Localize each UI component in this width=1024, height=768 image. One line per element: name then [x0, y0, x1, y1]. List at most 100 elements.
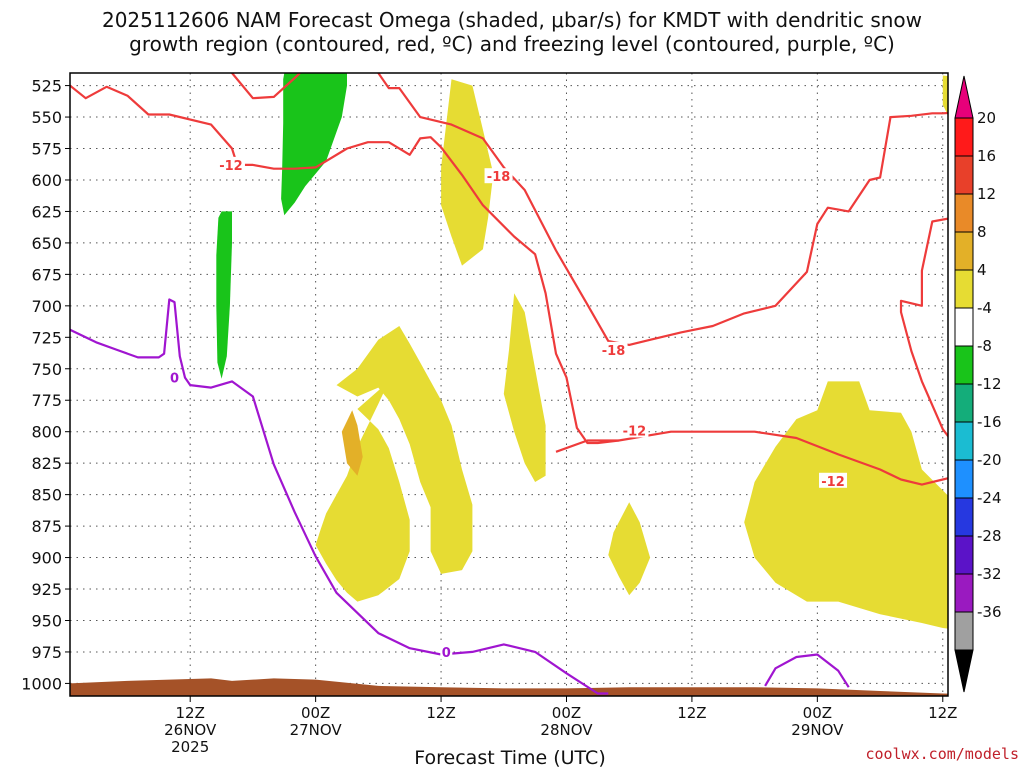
colorbar-label: -36 — [977, 603, 1002, 621]
omega-region — [281, 73, 347, 216]
colorbar-segment — [954, 117, 974, 157]
colorbar-segment — [954, 193, 974, 233]
contour-lines — [70, 73, 948, 695]
y-tick-label: 600 — [31, 171, 62, 190]
x-tick-label: 2025 — [171, 738, 209, 756]
colorbar-label: -12 — [977, 375, 1002, 393]
contour-label: -18 — [602, 344, 626, 359]
omega-region — [216, 211, 232, 379]
colorbar-segment — [954, 535, 974, 575]
title-line-2: growth region (contoured, red, ºC) and f… — [129, 32, 895, 56]
y-tick-label: 575 — [31, 140, 62, 159]
y-tick-label: 800 — [31, 423, 62, 442]
contour-label: -12 — [623, 424, 647, 439]
y-axis-ticks: 525 550 575 600 625 650 675 700 725 750 775 800 825 8… — [21, 77, 70, 693]
y-tick-label: 850 — [31, 486, 62, 505]
y-tick-label: 725 — [31, 328, 62, 347]
omega-region — [744, 381, 948, 629]
colorbar-segment — [954, 459, 974, 499]
contour-label-bg — [484, 168, 513, 184]
colorbar-segment — [954, 573, 974, 613]
x-axis-label: Forecast Time (UTC) — [414, 747, 605, 768]
y-tick-label: 700 — [31, 297, 62, 316]
dendritic-contour-line — [377, 73, 948, 346]
y-tick-label: 650 — [31, 234, 62, 253]
contour-label-bg — [440, 643, 453, 659]
omega-region — [942, 75, 948, 116]
y-tick-label: 525 — [31, 77, 62, 96]
y-tick-label: 900 — [31, 549, 62, 568]
y-tick-label: 875 — [31, 517, 62, 536]
terrain-fill — [70, 678, 948, 696]
contour-labels: -12 -18 -18 -12 -12 0 0 — [168, 156, 848, 661]
y-tick-label: 675 — [31, 265, 62, 284]
colorbar-label: 8 — [977, 223, 987, 241]
x-tick-label: 12Z — [176, 704, 205, 722]
colorbar-label: -20 — [977, 451, 1002, 469]
contour-label: -12 — [219, 159, 243, 174]
y-tick-label: 925 — [31, 580, 62, 599]
colorbar-bottom-arrow — [954, 649, 974, 693]
contour-label-bg — [599, 341, 628, 357]
colorbar-label: 12 — [977, 185, 996, 203]
colorbar-segment — [954, 497, 974, 537]
y-tick-label: 1000 — [21, 674, 62, 693]
freezing-level-line — [764, 653, 850, 688]
colorbar-segment — [954, 269, 974, 309]
credit-text: coolwx.com/models — [865, 745, 1019, 763]
omega-region — [608, 502, 651, 596]
x-tick-label: 12Z — [928, 704, 957, 722]
dendritic-contour-line — [555, 217, 948, 486]
colorbar-segment — [954, 421, 974, 461]
y-tick-label: 750 — [31, 360, 62, 379]
y-tick-label: 825 — [31, 454, 62, 473]
omega-region — [503, 293, 546, 482]
colorbar-label: -16 — [977, 413, 1002, 431]
y-tick-label: 550 — [31, 108, 62, 127]
terrain-surface — [70, 678, 948, 696]
y-tick-label: 975 — [31, 643, 62, 662]
colorbar-label: -4 — [977, 299, 992, 317]
x-tick-label: 28NOV — [540, 721, 593, 739]
colorbar-label: -24 — [977, 489, 1002, 507]
title-line-1: 2025112606 NAM Forecast Omega (shaded, μ… — [102, 8, 922, 32]
x-tick-label: 27NOV — [290, 721, 343, 739]
colorbar-segment — [954, 345, 974, 385]
x-tick-label: 12Z — [426, 704, 455, 722]
colorbar-label: 4 — [977, 261, 987, 279]
contour-label-bg — [168, 369, 181, 385]
x-tick-label: 00Z — [301, 704, 330, 722]
x-tick-label: 29NOV — [791, 721, 844, 739]
colorbar-label: -8 — [977, 337, 992, 355]
colorbar-label: -32 — [977, 565, 1002, 583]
omega-shading — [216, 73, 948, 629]
colorbar-label: -28 — [977, 527, 1002, 545]
freezing-level-line — [70, 298, 609, 695]
x-tick-label: 12Z — [677, 704, 706, 722]
colorbar-segment — [954, 383, 974, 423]
x-tick-label: 26NOV — [164, 721, 217, 739]
contour-label-bg — [620, 422, 649, 438]
colorbar-segment — [954, 155, 974, 195]
plot-area: -12 -18 -18 -12 -12 0 0 — [70, 73, 948, 696]
colorbar-label: 16 — [977, 147, 996, 165]
plot-frame — [69, 72, 949, 697]
colorbar-segment — [954, 611, 974, 651]
x-tick-label: 00Z — [552, 704, 581, 722]
contour-label: 0 — [442, 646, 451, 661]
omega-region — [336, 326, 473, 574]
y-tick-label: 625 — [31, 202, 62, 221]
x-tick-label: 00Z — [803, 704, 832, 722]
colorbar-segment — [954, 307, 974, 347]
y-tick-label: 775 — [31, 391, 62, 410]
contour-label-bg — [819, 472, 848, 488]
dendritic-contour-line — [231, 73, 301, 100]
contour-label-bg — [216, 156, 245, 172]
contour-label: -12 — [821, 475, 845, 490]
contour-label: -18 — [487, 170, 511, 185]
dendritic-contour-line — [70, 84, 619, 445]
omega-region — [341, 410, 363, 476]
contour-label: 0 — [170, 372, 179, 387]
